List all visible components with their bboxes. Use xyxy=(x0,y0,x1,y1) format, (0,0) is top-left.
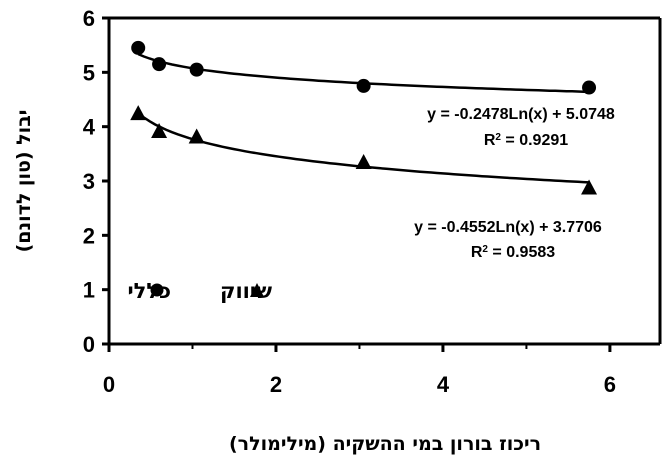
legend: כללי שיווק xyxy=(128,279,273,303)
r2-label-2: R2 = 0.9583 xyxy=(471,244,555,262)
legend-label-marketing: שיווק xyxy=(220,279,272,303)
x-tick-label: 4 xyxy=(437,372,450,397)
y-tick-label: 2 xyxy=(83,223,95,248)
equation-series-2: y = -0.4552Ln(x) + 3.7706 R2 = 0.9583 xyxy=(414,219,602,261)
data-point-series-1 xyxy=(189,62,204,77)
axes: 0 1 2 3 4 5 6 0 2 4 6 xyxy=(83,6,662,397)
y-axis-title: יבול (טון לדונם) xyxy=(13,110,35,253)
y-tick-label: 5 xyxy=(83,60,95,85)
y-tick-label: 4 xyxy=(83,115,96,140)
data-point-series-2 xyxy=(581,179,598,195)
data-point-series-2 xyxy=(355,153,372,169)
y-tick-label: 6 xyxy=(83,6,95,31)
x-tick-label: 2 xyxy=(270,372,282,397)
data-point-series-2 xyxy=(151,123,168,139)
equation-label-1: y = -0.2478Ln(x) + 5.0748 xyxy=(427,106,615,123)
y-tick-label: 1 xyxy=(83,278,95,303)
data-point-series-1 xyxy=(131,40,146,55)
x-tick-label: 6 xyxy=(604,372,616,397)
y-tick-label: 0 xyxy=(83,332,95,357)
data-point-series-2 xyxy=(130,105,147,121)
data-point-series-1 xyxy=(356,78,371,93)
data-point-series-2 xyxy=(188,128,205,144)
data-point-series-1 xyxy=(582,80,597,95)
x-axis-title: ריכוז בורון במי ההשקיה (מילימולר) xyxy=(229,433,541,455)
y-tick-label: 3 xyxy=(83,169,95,194)
data-point-series-1 xyxy=(152,57,167,72)
legend-label-general: כללי xyxy=(128,279,172,303)
equation-series-1: y = -0.2478Ln(x) + 5.0748 R2 = 0.9291 xyxy=(427,106,615,149)
legend-circle-icon xyxy=(150,283,164,297)
r2-label-1: R2 = 0.9291 xyxy=(484,132,568,150)
x-tick-label: 0 xyxy=(103,372,115,397)
legend-triangle-icon xyxy=(250,283,264,297)
equation-label-2: y = -0.4552Ln(x) + 3.7706 xyxy=(414,219,602,236)
data-markers xyxy=(130,40,598,195)
